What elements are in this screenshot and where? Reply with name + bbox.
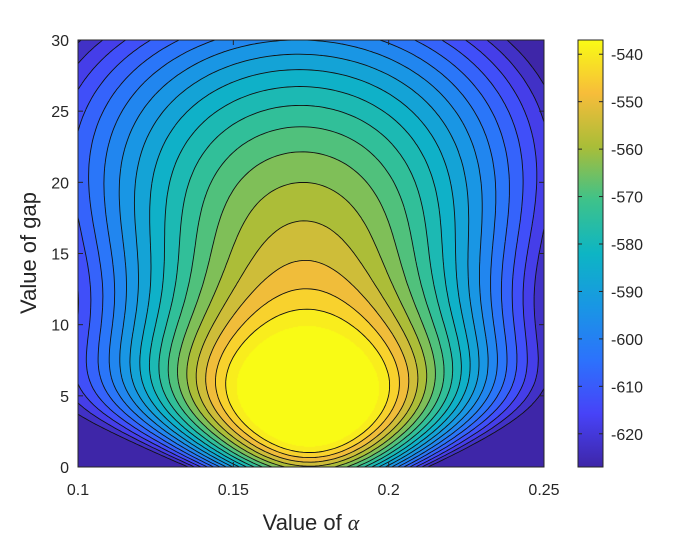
x-tick-label: 0.15 [218,482,249,499]
colorbar-ticks: -620 -610 -600 -590 -580 -570 -560 -550 -540 [578,47,643,444]
x-tick-label: 0.1 [67,482,89,499]
colorbar-tick-label: -540 [611,47,643,64]
x-tick-label: 0.2 [378,482,400,499]
contour-line [186,181,428,467]
contour-line [78,40,538,467]
x-axis-symbol: α [348,510,360,535]
colorbar-tick-label: -570 [611,190,643,207]
colorbar-tick-label: -620 [611,427,643,444]
contour-line [139,69,471,467]
contour-line [118,40,489,467]
contour-line [103,40,498,467]
contour-surface [78,40,544,467]
x-tick-label: 0.25 [528,482,559,499]
colorbar-tick-label: -550 [611,95,643,112]
x-axis-label-text: Value of [263,510,343,535]
contour-line [78,40,544,467]
contour-line [195,220,419,467]
x-axis-label: Value of α [263,510,360,535]
y-tick-label: 30 [51,33,69,50]
contour-line [225,308,391,453]
contour-lines [78,40,544,467]
y-axis-ticks: 0 5 10 15 20 25 30 [51,33,544,477]
contour-line [129,53,480,467]
contour-line [177,151,436,467]
y-tick-label: 25 [51,104,69,121]
colorbar-gradient [578,40,603,467]
colorbar: -620 -610 -600 -590 -580 -570 -560 -550 -540 [577,39,643,468]
colorbar-tick-label: -610 [611,379,643,396]
y-tick-label: 5 [60,389,69,406]
plot-area [77,39,545,468]
contour-line [88,40,510,467]
contour-line [78,40,524,467]
colorbar-tick-label: -580 [611,237,643,254]
y-tick-label: 20 [51,175,69,192]
x-axis-ticks: 0.1 0.15 0.2 0.25 [67,40,560,499]
colorbar-tick-label: -560 [611,142,643,159]
y-tick-label: 0 [60,460,69,477]
y-tick-label: 10 [51,318,69,335]
colorbar-tick-label: -590 [611,284,643,301]
contour-line [167,126,445,467]
contour-line [205,259,410,463]
contour-line [215,288,400,459]
colorbar-frame [577,39,604,468]
contour-line [148,86,462,467]
colorbar-tick-label: -600 [611,332,643,349]
y-axis-label: Value of gap [16,192,41,314]
contour-line [158,104,454,467]
y-tick-label: 15 [51,247,69,264]
